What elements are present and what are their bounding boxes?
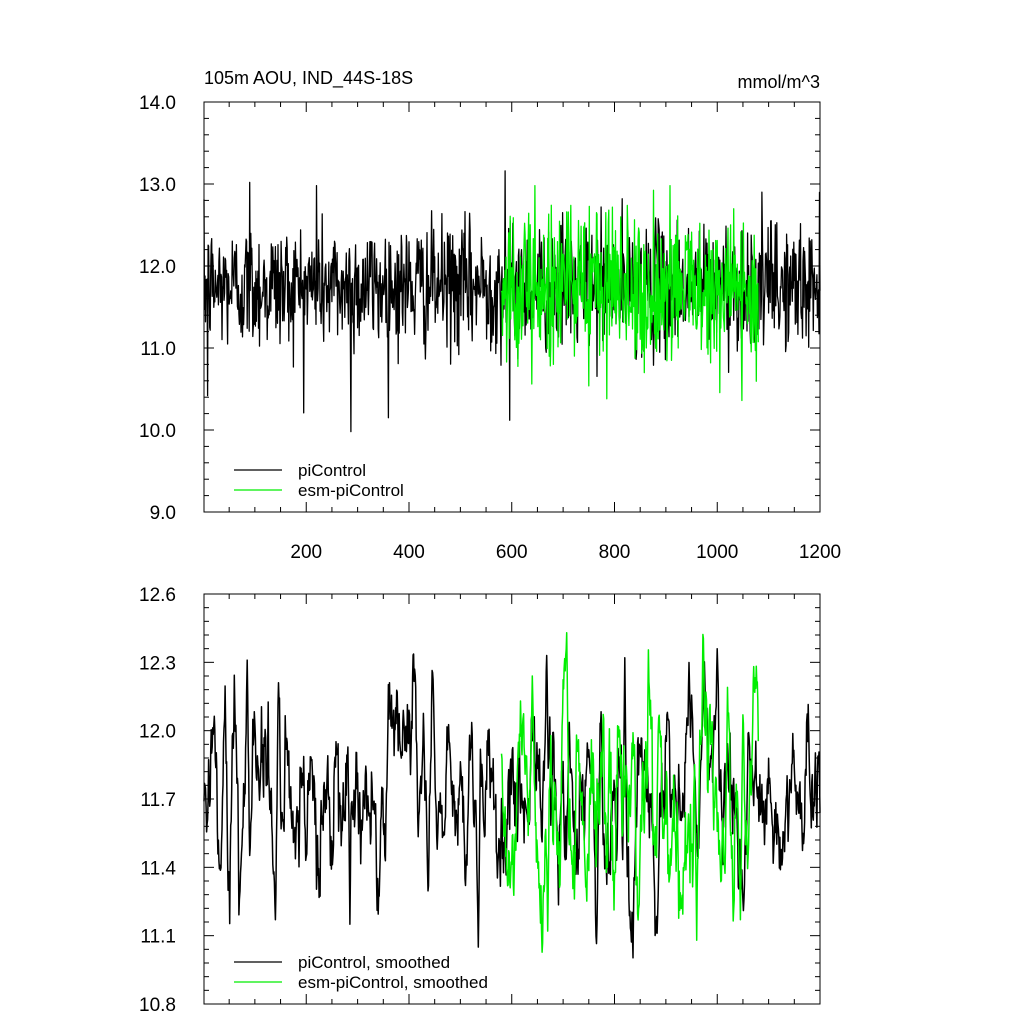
bottom-panel: 10.8 11.1 11.4 11.7 12.0 12.3 12.6 piControl, … xyxy=(139,585,821,1016)
x-tick-label: 200 xyxy=(290,542,322,563)
series-line-picontrol-smoothed xyxy=(203,647,821,959)
bottom-panel-legend: piControl, smoothed esm-piControl, smoot… xyxy=(234,953,488,992)
y-tick-label: 11.7 xyxy=(140,790,176,811)
bottom-panel-ticks xyxy=(204,593,821,1005)
series-line-esm-picontrol-smoothed xyxy=(500,631,760,953)
y-tick-label: 12.6 xyxy=(139,585,176,606)
y-tick-label: 11.0 xyxy=(140,339,176,360)
bottom-panel-series xyxy=(203,631,821,959)
y-tick-label: 10.0 xyxy=(139,421,176,442)
y-tick-label: 11.4 xyxy=(140,858,176,879)
x-tick-label: 1000 xyxy=(696,542,738,563)
top-panel-series xyxy=(203,170,821,433)
bottom-panel-y-tick-labels: 10.8 11.1 11.4 11.7 12.0 12.3 12.6 xyxy=(139,585,176,1016)
top-panel-frame xyxy=(203,101,821,513)
y-tick-label: 10.8 xyxy=(139,995,176,1016)
legend-label-piControl: piControl xyxy=(298,461,366,480)
top-panel-legend: piControl esm-piControl xyxy=(234,461,404,500)
series-line-esm-picontrol xyxy=(500,184,759,402)
bottom-panel-frame xyxy=(203,593,821,1005)
y-tick-label: 13.0 xyxy=(139,175,176,196)
y-tick-label: 12.3 xyxy=(139,653,176,674)
y-tick-label: 14.0 xyxy=(139,93,176,114)
y-tick-label: 12.0 xyxy=(139,257,176,278)
x-tick-label: 1200 xyxy=(799,542,841,563)
top-panel-ticks xyxy=(204,101,821,513)
top-panel: 105m AOU, IND_44S-18S mmol/m^3 9.0 10.0 11… xyxy=(139,68,841,563)
top-panel-y-tick-labels: 9.0 10.0 11.0 12.0 13.0 14.0 xyxy=(139,93,176,524)
x-tick-label: 400 xyxy=(393,542,425,563)
y-tick-label: 12.0 xyxy=(139,722,176,743)
x-tick-label: 800 xyxy=(599,542,631,563)
top-panel-units: mmol/m^3 xyxy=(738,72,820,92)
top-panel-x-tick-labels: 200 400 600 800 1000 1200 xyxy=(290,542,841,563)
top-panel-title: 105m AOU, IND_44S-18S xyxy=(204,68,413,89)
legend-label-piControl-smoothed: piControl, smoothed xyxy=(298,953,450,972)
y-tick-label: 9.0 xyxy=(150,503,176,524)
x-tick-label: 600 xyxy=(496,542,528,563)
y-tick-label: 11.1 xyxy=(140,927,176,948)
legend-label-esm-piControl-smoothed: esm-piControl, smoothed xyxy=(298,973,488,992)
legend-label-esm-piControl: esm-piControl xyxy=(298,481,404,500)
